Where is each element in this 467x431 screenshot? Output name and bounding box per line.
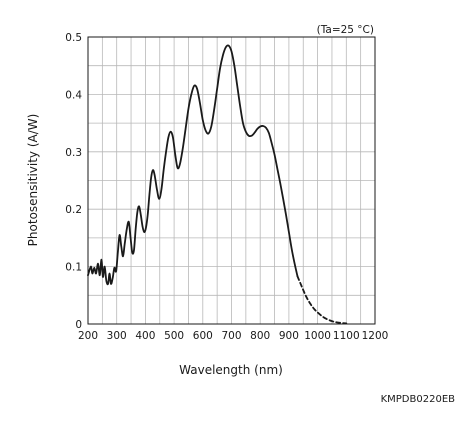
y-tick-label: 0.4 — [65, 89, 82, 101]
x-tick-label: 1200 — [362, 330, 389, 342]
x-tick-label: 800 — [250, 330, 270, 342]
grid-lines — [88, 37, 375, 324]
condition-label: (Ta=25 °C) — [317, 24, 374, 36]
x-tick-label: 1100 — [333, 330, 360, 342]
series-line — [87, 44, 299, 286]
y-tick-labels: 0 0.1 0.2 0.3 0.4 0.5 — [65, 32, 82, 331]
y-tick-label: 0.2 — [65, 204, 82, 216]
y-axis-title: Photosensitivity (A/W) — [26, 114, 40, 247]
plot-frame — [87, 36, 376, 325]
x-tick-label: 300 — [107, 330, 127, 342]
document-code: KMPDB0220EB — [380, 394, 455, 405]
x-tick-label: 700 — [221, 330, 241, 342]
series-layer — [87, 44, 348, 325]
y-tick-label: 0.5 — [65, 32, 82, 44]
x-tick-label: 1000 — [304, 330, 331, 342]
x-tick-label: 900 — [279, 330, 299, 342]
y-tick-label: 0.1 — [65, 262, 82, 274]
y-tick-label: 0.3 — [65, 147, 82, 159]
x-tick-label: 200 — [78, 330, 98, 342]
x-tick-label: 500 — [164, 330, 184, 342]
x-tick-label: 600 — [193, 330, 213, 342]
series-line-dashed — [296, 275, 348, 325]
x-tick-label: 400 — [135, 330, 155, 342]
x-axis-title: Wavelength (nm) — [179, 363, 283, 377]
x-tick-labels: 200 300 400 500 600 700 800 900 1000 1100 1200 — [78, 330, 388, 342]
y-tick-label: 0 — [75, 319, 82, 331]
